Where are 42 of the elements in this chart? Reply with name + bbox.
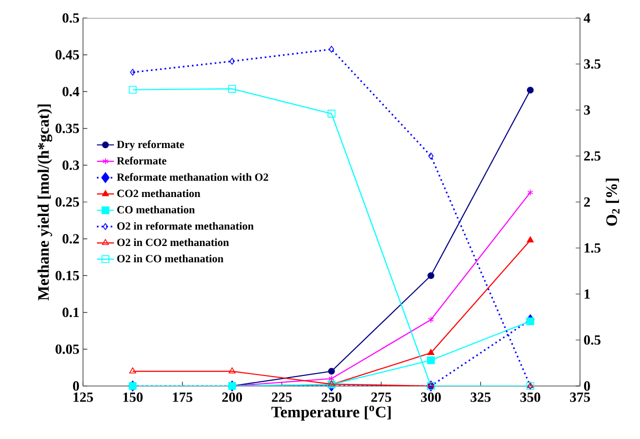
legend-label: Reformate methanation with O2 (116, 173, 268, 181)
legend-label: Reformate (116, 156, 166, 164)
y2-tick-label: 3 (584, 105, 590, 115)
x-tick-label: 175 (173, 392, 192, 402)
y-tick-label: 0.25 (56, 197, 79, 207)
x-tick-label: 200 (222, 392, 242, 402)
y-tick-label: 0.3 (62, 160, 80, 170)
x-tick-label: 325 (470, 392, 491, 402)
x-tick-label: 300 (420, 392, 441, 402)
y2-tick-label: 3.5 (584, 59, 600, 69)
y-tick-label: 0.15 (56, 270, 79, 280)
y-tick-label: 0.2 (62, 234, 79, 244)
y2-tick-label: 1 (584, 289, 590, 299)
x-axis-title: Temperature [$^{o}$C] (271, 406, 391, 421)
y-tick-label: 0 (73, 381, 79, 391)
y2-tick-label: 0 (584, 381, 590, 391)
y-axis-title: Methane yield [mol/(h*gcat)] (38, 104, 52, 300)
y-tick-label: 0.1 (62, 308, 79, 318)
legend-label: O2 in reformate methanation (117, 222, 254, 230)
x-tick-label: 150 (123, 392, 143, 402)
x-tick-label: 350 (520, 392, 540, 402)
y2-tick-label: 2 (584, 197, 590, 207)
y-tick-label: 0.35 (56, 124, 79, 134)
y-tick-label: 0.5 (62, 13, 79, 23)
x-tick-label: 275 (371, 392, 392, 402)
y-tick-label: 0.05 (56, 344, 79, 354)
x-tick-label: 250 (322, 392, 342, 402)
x-tick-label: 375 (570, 392, 590, 402)
y2-tick-label: 0.5 (584, 335, 600, 345)
legend-label: CO methanation (117, 206, 195, 214)
legend-label: O2 in CO methanation (117, 254, 224, 262)
legend-label: O2 in CO2 methanation (117, 238, 229, 246)
x-tick-label: 225 (272, 392, 292, 402)
y-tick-label: 0.4 (62, 86, 80, 96)
y2-axis-title: O$_{2}$ [%] (606, 178, 620, 226)
legend-label: CO2 methanation (117, 189, 200, 198)
legend-label: Dry reformate (116, 140, 184, 150)
x-tick-label: 125 (74, 392, 93, 402)
y2-tick-label: 2.5 (584, 151, 600, 161)
y-tick-label: 0.45 (56, 50, 79, 60)
y2-tick-label: 1.5 (584, 243, 600, 253)
y2-tick-label: 4 (584, 13, 590, 23)
